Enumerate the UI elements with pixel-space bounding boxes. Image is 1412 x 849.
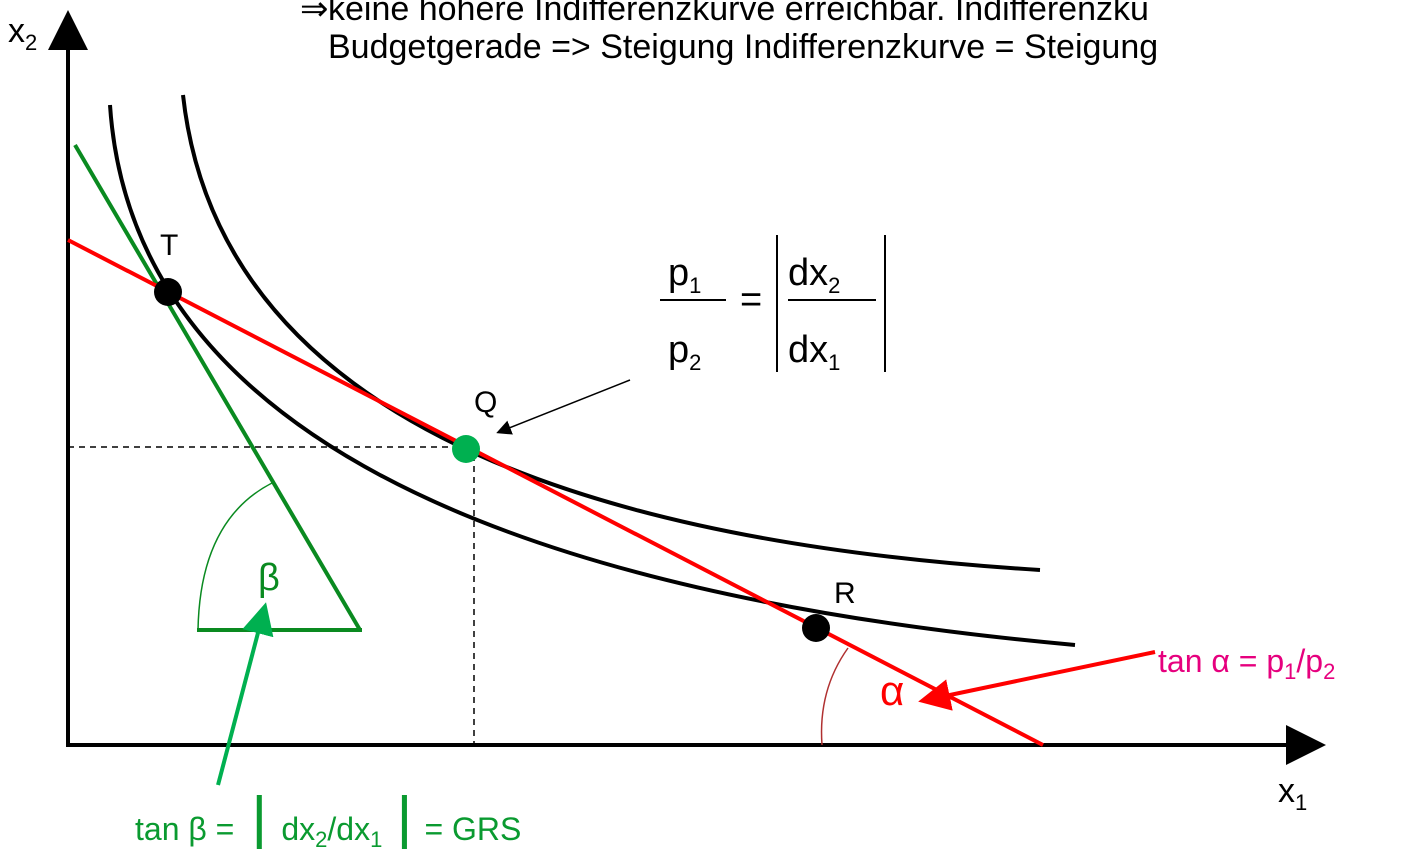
formula-den: p2 xyxy=(668,329,701,375)
text-part: p xyxy=(668,329,689,371)
alpha-label: α xyxy=(880,667,904,714)
text-part: = GRS xyxy=(424,811,521,847)
beta-label: β xyxy=(258,557,280,599)
point-label: T xyxy=(160,229,178,262)
budget-line xyxy=(67,238,1044,747)
point-label: R xyxy=(834,577,856,610)
indifference-curve xyxy=(181,94,1041,572)
header-arrow: ⇒ xyxy=(300,0,329,28)
formula-eq: = xyxy=(740,279,762,321)
text-part: /p xyxy=(1296,643,1323,679)
point-label: Q xyxy=(474,386,497,419)
text-part: dx xyxy=(281,811,315,847)
pointer-arrow xyxy=(918,650,1156,711)
text-part: | xyxy=(251,785,267,849)
text-part: x xyxy=(8,12,25,50)
text-part: 1 xyxy=(828,350,840,375)
text-part: x xyxy=(1278,772,1295,810)
text-part: 2 xyxy=(25,30,37,55)
pointer-arrow xyxy=(496,379,631,435)
text-part: tan α = p xyxy=(1158,643,1284,679)
point xyxy=(154,278,182,306)
indifference-curve xyxy=(108,104,1076,647)
formula: p1 p2 = dx2 dx1 xyxy=(660,235,886,375)
text-part: 1 xyxy=(370,827,382,849)
y-axis-label: x2 xyxy=(8,12,37,55)
formula-rnum: dx2 xyxy=(788,252,840,298)
text-part: p xyxy=(668,252,689,294)
point xyxy=(452,435,480,463)
tan-alpha: tan α = p1/p2 xyxy=(1158,643,1335,684)
angle-arc xyxy=(197,482,273,631)
point xyxy=(802,614,830,642)
text-part: dx xyxy=(788,252,828,294)
angle-arc xyxy=(820,647,849,746)
text-part: tan β = xyxy=(135,811,243,847)
formula-num: p1 xyxy=(668,252,701,298)
text-part: | xyxy=(396,785,412,849)
x-axis-label: x1 xyxy=(1278,772,1307,815)
text-part: 2 xyxy=(828,273,840,298)
header-line1: keine höhere Indifferenzkurve erreichbar… xyxy=(328,0,1149,28)
text-part: 1 xyxy=(1284,659,1296,684)
tangent-line xyxy=(73,143,362,632)
text-part: 1 xyxy=(1295,790,1307,815)
tan-beta: tan β = | dx2/dx1 | = GRS xyxy=(135,785,521,849)
text-part: dx xyxy=(788,329,828,371)
formula-rden: dx1 xyxy=(788,329,840,375)
text-part: /dx xyxy=(327,811,370,847)
text-part: 2 xyxy=(689,350,701,375)
header-line2: Budgetgerade => Steigung Indifferenzkurv… xyxy=(328,28,1158,66)
pointer-arrow xyxy=(216,602,274,786)
text-part: 2 xyxy=(1323,659,1335,684)
text-part: 1 xyxy=(689,273,701,298)
text-part: 2 xyxy=(315,827,327,849)
